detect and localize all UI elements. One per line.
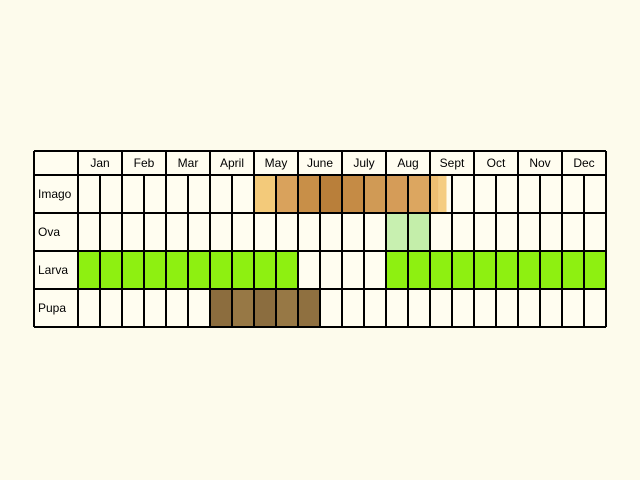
band-pupa-2 xyxy=(254,289,276,327)
band-imago-6 xyxy=(386,175,408,213)
band-imago-8 xyxy=(430,175,439,213)
month-label: Sept xyxy=(440,156,465,170)
band-imago-9 xyxy=(438,175,447,213)
band-imago-2 xyxy=(298,175,320,213)
band-pupa-0 xyxy=(210,289,232,327)
month-label: July xyxy=(353,156,374,170)
band-pupa-1 xyxy=(232,289,254,327)
month-label: Aug xyxy=(397,156,418,170)
band-imago-0 xyxy=(254,175,276,213)
month-label: Nov xyxy=(529,156,550,170)
month-label: Feb xyxy=(134,156,155,170)
stage-label-larva: Larva xyxy=(38,263,68,277)
band-ova-0 xyxy=(386,213,408,251)
month-label: April xyxy=(220,156,244,170)
band-imago-3 xyxy=(320,175,342,213)
stage-label-ova: Ova xyxy=(38,225,60,239)
month-label: Oct xyxy=(487,156,506,170)
month-label: Dec xyxy=(573,156,594,170)
month-label: May xyxy=(265,156,288,170)
stage-label-imago: Imago xyxy=(38,187,72,201)
month-label: June xyxy=(307,156,333,170)
band-imago-7 xyxy=(408,175,430,213)
stage-label-pupa: Pupa xyxy=(38,301,66,315)
band-pupa-4 xyxy=(298,289,320,327)
band-imago-4 xyxy=(342,175,364,213)
month-label: Jan xyxy=(90,156,109,170)
band-imago-1 xyxy=(276,175,298,213)
band-imago-5 xyxy=(364,175,386,213)
band-ova-1 xyxy=(408,213,430,251)
band-pupa-3 xyxy=(276,289,298,327)
month-label: Mar xyxy=(178,156,199,170)
